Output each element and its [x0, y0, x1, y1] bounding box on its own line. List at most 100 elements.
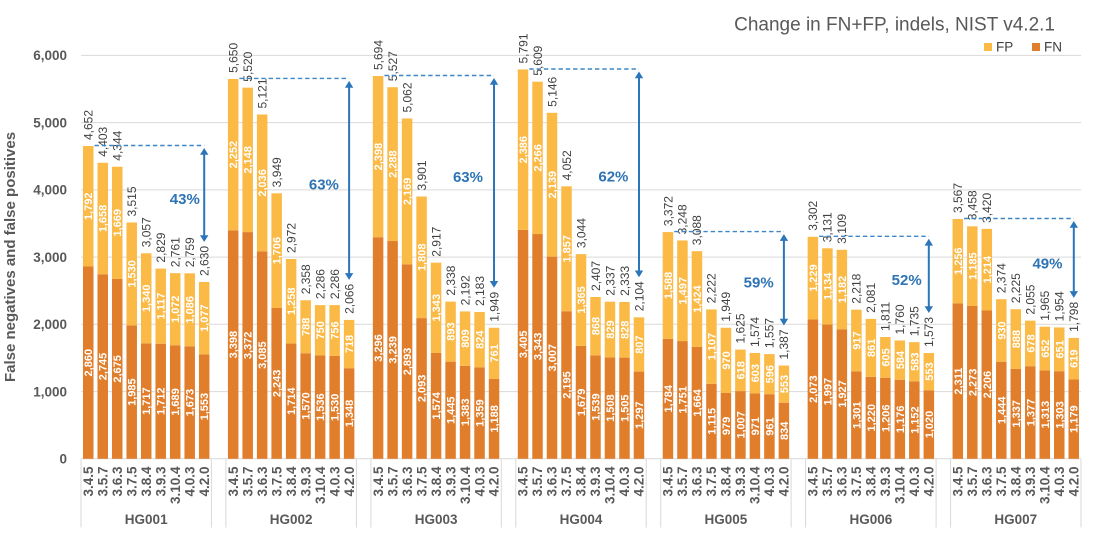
svg-text:3,302: 3,302 — [806, 200, 820, 230]
svg-text:3.9.3: 3.9.3 — [443, 466, 458, 497]
svg-text:1,182: 1,182 — [837, 276, 849, 304]
svg-text:5,609: 5,609 — [531, 45, 545, 75]
svg-text:1,077: 1,077 — [199, 304, 211, 332]
svg-text:4.2.0: 4.2.0 — [1066, 467, 1081, 497]
svg-text:2,311: 2,311 — [953, 368, 965, 395]
svg-text:63%: 63% — [453, 169, 483, 186]
svg-text:3.6.3: 3.6.3 — [980, 466, 995, 497]
svg-text:652: 652 — [1040, 339, 1052, 357]
svg-text:HG006: HG006 — [850, 512, 893, 527]
svg-text:3.4.5: 3.4.5 — [951, 466, 966, 497]
svg-text:1,301: 1,301 — [851, 401, 863, 429]
svg-text:2,829: 2,829 — [154, 232, 168, 262]
svg-text:1,185: 1,185 — [967, 252, 979, 280]
svg-text:4.2.0: 4.2.0 — [197, 467, 212, 497]
svg-text:1,424: 1,424 — [692, 284, 704, 312]
svg-text:1,530: 1,530 — [330, 394, 342, 422]
svg-text:5,000: 5,000 — [33, 115, 67, 130]
svg-text:1,965: 1,965 — [1038, 290, 1052, 320]
svg-text:917: 917 — [851, 331, 863, 349]
svg-text:1,377: 1,377 — [1025, 399, 1037, 427]
svg-text:2,252: 2,252 — [228, 141, 240, 169]
svg-text:583: 583 — [909, 353, 921, 371]
svg-text:1,679: 1,679 — [576, 389, 588, 417]
svg-text:3.5.7: 3.5.7 — [530, 467, 545, 497]
svg-text:1,229: 1,229 — [808, 264, 820, 292]
svg-text:2,759: 2,759 — [183, 237, 197, 267]
svg-text:3.8.4: 3.8.4 — [139, 466, 154, 497]
svg-text:971: 971 — [750, 417, 762, 435]
svg-text:6,000: 6,000 — [33, 48, 67, 63]
svg-text:3.4.5: 3.4.5 — [806, 466, 821, 497]
svg-text:1,258: 1,258 — [286, 288, 298, 316]
svg-text:603: 603 — [750, 364, 762, 382]
svg-text:2,243: 2,243 — [272, 370, 284, 398]
svg-text:1,625: 1,625 — [734, 313, 748, 343]
svg-text:1,214: 1,214 — [982, 255, 994, 283]
svg-text:3.10.4: 3.10.4 — [893, 466, 908, 504]
svg-text:3.4.5: 3.4.5 — [226, 466, 241, 497]
svg-text:2,917: 2,917 — [429, 226, 443, 256]
svg-text:1,152: 1,152 — [909, 406, 921, 434]
svg-text:3,372: 3,372 — [243, 332, 255, 360]
svg-text:761: 761 — [489, 344, 501, 362]
svg-text:750: 750 — [315, 321, 327, 339]
svg-text:1,784: 1,784 — [663, 384, 675, 412]
svg-text:1,365: 1,365 — [576, 286, 588, 314]
svg-text:1,072: 1,072 — [170, 295, 182, 323]
svg-text:1,115: 1,115 — [706, 408, 718, 435]
svg-text:2,183: 2,183 — [473, 276, 487, 306]
svg-text:868: 868 — [590, 317, 602, 335]
svg-text:3.4.5: 3.4.5 — [516, 466, 531, 497]
svg-text:2,055: 2,055 — [1024, 284, 1038, 314]
svg-text:1,751: 1,751 — [677, 386, 689, 414]
svg-text:1,348: 1,348 — [344, 400, 356, 428]
svg-text:2,386: 2,386 — [518, 136, 530, 164]
svg-text:1,792: 1,792 — [83, 193, 95, 221]
svg-text:1,536: 1,536 — [315, 393, 327, 421]
svg-text:False negatives and false posi: False negatives and false positives — [2, 132, 19, 382]
svg-text:2,338: 2,338 — [444, 265, 458, 295]
svg-text:1,735: 1,735 — [908, 306, 922, 336]
svg-text:4.0.3: 4.0.3 — [182, 466, 197, 497]
svg-text:4,403: 4,403 — [96, 126, 110, 156]
svg-text:1,206: 1,206 — [880, 405, 892, 433]
svg-text:651: 651 — [1054, 340, 1066, 358]
svg-text:5,062: 5,062 — [400, 82, 414, 112]
svg-text:3.9.3: 3.9.3 — [588, 466, 603, 497]
svg-text:930: 930 — [996, 321, 1008, 339]
svg-text:3,567: 3,567 — [951, 183, 965, 213]
svg-text:2,081: 2,081 — [864, 283, 878, 313]
svg-text:1,539: 1,539 — [590, 393, 602, 421]
svg-text:2,225: 2,225 — [1009, 273, 1023, 303]
svg-text:828: 828 — [619, 321, 631, 339]
svg-text:3.8.4: 3.8.4 — [719, 466, 734, 497]
svg-text:4.2.0: 4.2.0 — [632, 467, 647, 497]
svg-text:3.4.5: 3.4.5 — [81, 466, 96, 497]
svg-text:1,669: 1,669 — [112, 209, 124, 237]
svg-text:3.9.3: 3.9.3 — [1023, 466, 1038, 497]
svg-text:3,044: 3,044 — [574, 218, 588, 248]
svg-text:2,192: 2,192 — [458, 275, 472, 305]
svg-text:1,927: 1,927 — [837, 380, 849, 408]
svg-text:HG003: HG003 — [415, 512, 458, 527]
svg-text:3.7.5: 3.7.5 — [704, 466, 719, 497]
svg-text:5,527: 5,527 — [386, 51, 400, 81]
svg-text:HG005: HG005 — [705, 512, 748, 527]
svg-text:1,000: 1,000 — [33, 384, 67, 399]
svg-text:2,000: 2,000 — [33, 317, 67, 332]
svg-text:1,573: 1,573 — [922, 317, 936, 347]
svg-text:3.8.4: 3.8.4 — [574, 466, 589, 497]
svg-text:2,266: 2,266 — [533, 144, 545, 172]
svg-text:4.0.3: 4.0.3 — [327, 466, 342, 497]
svg-text:3.5.7: 3.5.7 — [675, 467, 690, 497]
svg-text:1,997: 1,997 — [822, 378, 834, 406]
svg-text:1,574: 1,574 — [431, 391, 443, 419]
svg-text:970: 970 — [721, 351, 733, 369]
svg-text:553: 553 — [924, 362, 936, 380]
svg-text:1,179: 1,179 — [1069, 405, 1081, 433]
svg-text:3,000: 3,000 — [33, 250, 67, 265]
svg-text:3.4.5: 3.4.5 — [661, 466, 676, 497]
svg-text:3.7.5: 3.7.5 — [269, 466, 284, 497]
svg-text:4,652: 4,652 — [82, 110, 96, 140]
